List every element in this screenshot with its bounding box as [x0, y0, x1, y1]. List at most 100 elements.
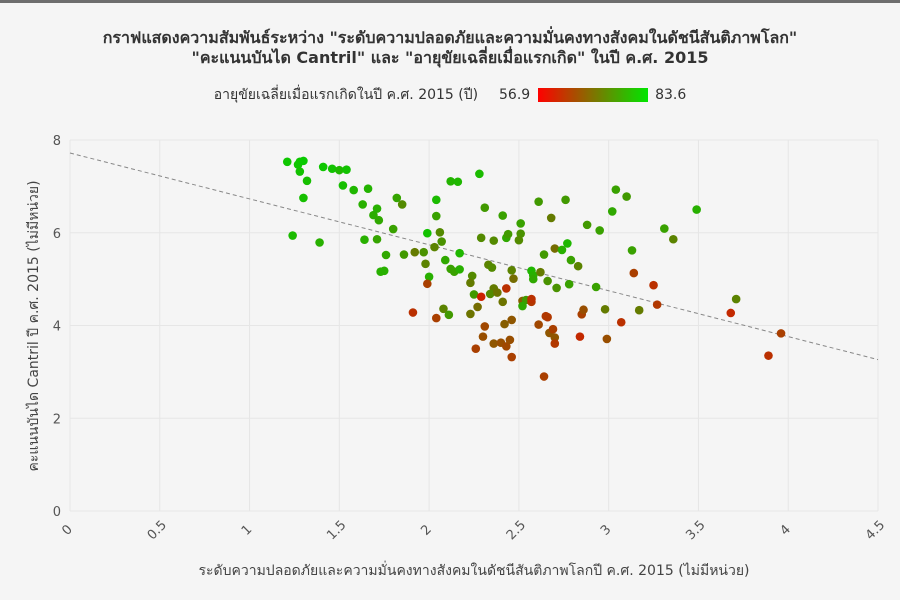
scatter-point[interactable] [467, 271, 477, 281]
scatter-point[interactable] [502, 342, 511, 351]
scatter-point[interactable] [397, 200, 407, 209]
scatter-point[interactable] [453, 177, 463, 187]
scatter-point[interactable] [487, 263, 497, 272]
scatter-point[interactable] [282, 157, 292, 167]
scatter-point[interactable] [726, 308, 736, 318]
scatter-point[interactable] [692, 205, 701, 214]
scatter-point[interactable] [476, 292, 486, 302]
scatter-point[interactable] [505, 335, 515, 345]
scatter-point[interactable] [629, 268, 639, 278]
scatter-point[interactable] [536, 267, 545, 277]
scatter-point[interactable] [431, 211, 441, 221]
scatter-point[interactable] [299, 156, 308, 166]
scatter-point[interactable] [475, 169, 484, 179]
scatter-point[interactable] [435, 227, 445, 237]
scatter-point[interactable] [548, 324, 558, 334]
scatter-point[interactable] [372, 234, 382, 244]
scatter-point[interactable] [466, 309, 475, 319]
scatter-point[interactable] [561, 195, 570, 205]
scatter-point[interactable] [424, 272, 434, 282]
scatter-point[interactable] [302, 176, 312, 186]
scatter-point[interactable] [360, 235, 369, 245]
scatter-point[interactable] [507, 352, 517, 362]
scatter-point[interactable] [363, 184, 373, 193]
scatter-point[interactable] [327, 164, 337, 174]
scatter-point[interactable] [392, 193, 402, 203]
scatter-point[interactable] [369, 210, 378, 220]
scatter-point[interactable] [419, 247, 429, 257]
scatter-point[interactable] [466, 278, 475, 288]
scatter-point[interactable] [539, 250, 549, 259]
scatter-point[interactable] [372, 204, 382, 213]
scatter-point[interactable] [507, 315, 517, 325]
scatter-point[interactable] [550, 339, 560, 348]
scatter-point[interactable] [410, 247, 420, 257]
scatter-point[interactable] [764, 351, 773, 360]
scatter-point[interactable] [476, 233, 486, 243]
scatter-point[interactable] [552, 283, 561, 293]
scatter-point[interactable] [518, 301, 527, 311]
scatter-point[interactable] [478, 332, 488, 341]
scatter-point[interactable] [439, 304, 448, 314]
scatter-point[interactable] [660, 224, 669, 233]
scatter-point[interactable] [573, 261, 583, 271]
scatter-point[interactable] [575, 332, 585, 341]
scatter-point[interactable] [534, 197, 543, 206]
scatter-point[interactable] [502, 284, 511, 293]
scatter-point[interactable] [288, 231, 297, 240]
scatter-point[interactable] [546, 213, 556, 223]
scatter-point[interactable] [622, 192, 631, 201]
scatter-point[interactable] [473, 302, 482, 312]
scatter-point[interactable] [338, 181, 348, 190]
scatter-point[interactable] [408, 308, 418, 317]
scatter-point[interactable] [295, 167, 305, 176]
scatter-point[interactable] [440, 255, 450, 265]
scatter-point[interactable] [595, 226, 604, 235]
scatter-point[interactable] [388, 224, 398, 234]
scatter-point[interactable] [557, 245, 567, 255]
scatter-point[interactable] [358, 200, 367, 209]
scatter-point[interactable] [607, 207, 617, 216]
scatter-point[interactable] [500, 319, 509, 329]
scatter-point[interactable] [534, 320, 543, 329]
scatter-point[interactable] [446, 176, 455, 186]
scatter-point[interactable] [431, 313, 441, 323]
scatter-point[interactable] [776, 329, 786, 338]
scatter-point[interactable] [543, 276, 552, 286]
scatter-point[interactable] [430, 242, 439, 252]
scatter-point[interactable] [376, 267, 385, 277]
scatter-point[interactable] [423, 228, 432, 238]
scatter-point[interactable] [507, 266, 517, 275]
scatter-point[interactable] [652, 300, 662, 309]
scatter-point[interactable] [611, 185, 621, 194]
scatter-point[interactable] [444, 310, 454, 320]
scatter-point[interactable] [431, 195, 441, 205]
scatter-point[interactable] [616, 317, 626, 327]
scatter-point[interactable] [342, 165, 351, 174]
scatter-point[interactable] [509, 274, 518, 283]
scatter-point[interactable] [564, 279, 574, 289]
scatter-point[interactable] [480, 322, 490, 331]
scatter-point[interactable] [318, 162, 328, 172]
scatter-point[interactable] [503, 229, 513, 239]
scatter-point[interactable] [582, 220, 592, 230]
scatter-point[interactable] [374, 215, 384, 225]
scatter-point[interactable] [566, 255, 576, 265]
scatter-point[interactable] [527, 294, 536, 304]
scatter-point[interactable] [543, 312, 552, 322]
scatter-point[interactable] [349, 185, 358, 195]
scatter-point[interactable] [498, 297, 508, 307]
scatter-point[interactable] [649, 280, 658, 290]
scatter-point[interactable] [498, 211, 508, 220]
scatter-point[interactable] [489, 236, 499, 245]
scatter-point[interactable] [669, 234, 678, 244]
scatter-point[interactable] [299, 193, 308, 203]
scatter-point[interactable] [423, 279, 432, 289]
scatter-point[interactable] [469, 290, 479, 299]
scatter-point[interactable] [539, 372, 549, 381]
scatter-point[interactable] [634, 305, 644, 315]
scatter-point[interactable] [455, 248, 464, 258]
scatter-point[interactable] [550, 244, 560, 253]
scatter-point[interactable] [489, 339, 499, 348]
scatter-point[interactable] [591, 282, 601, 292]
